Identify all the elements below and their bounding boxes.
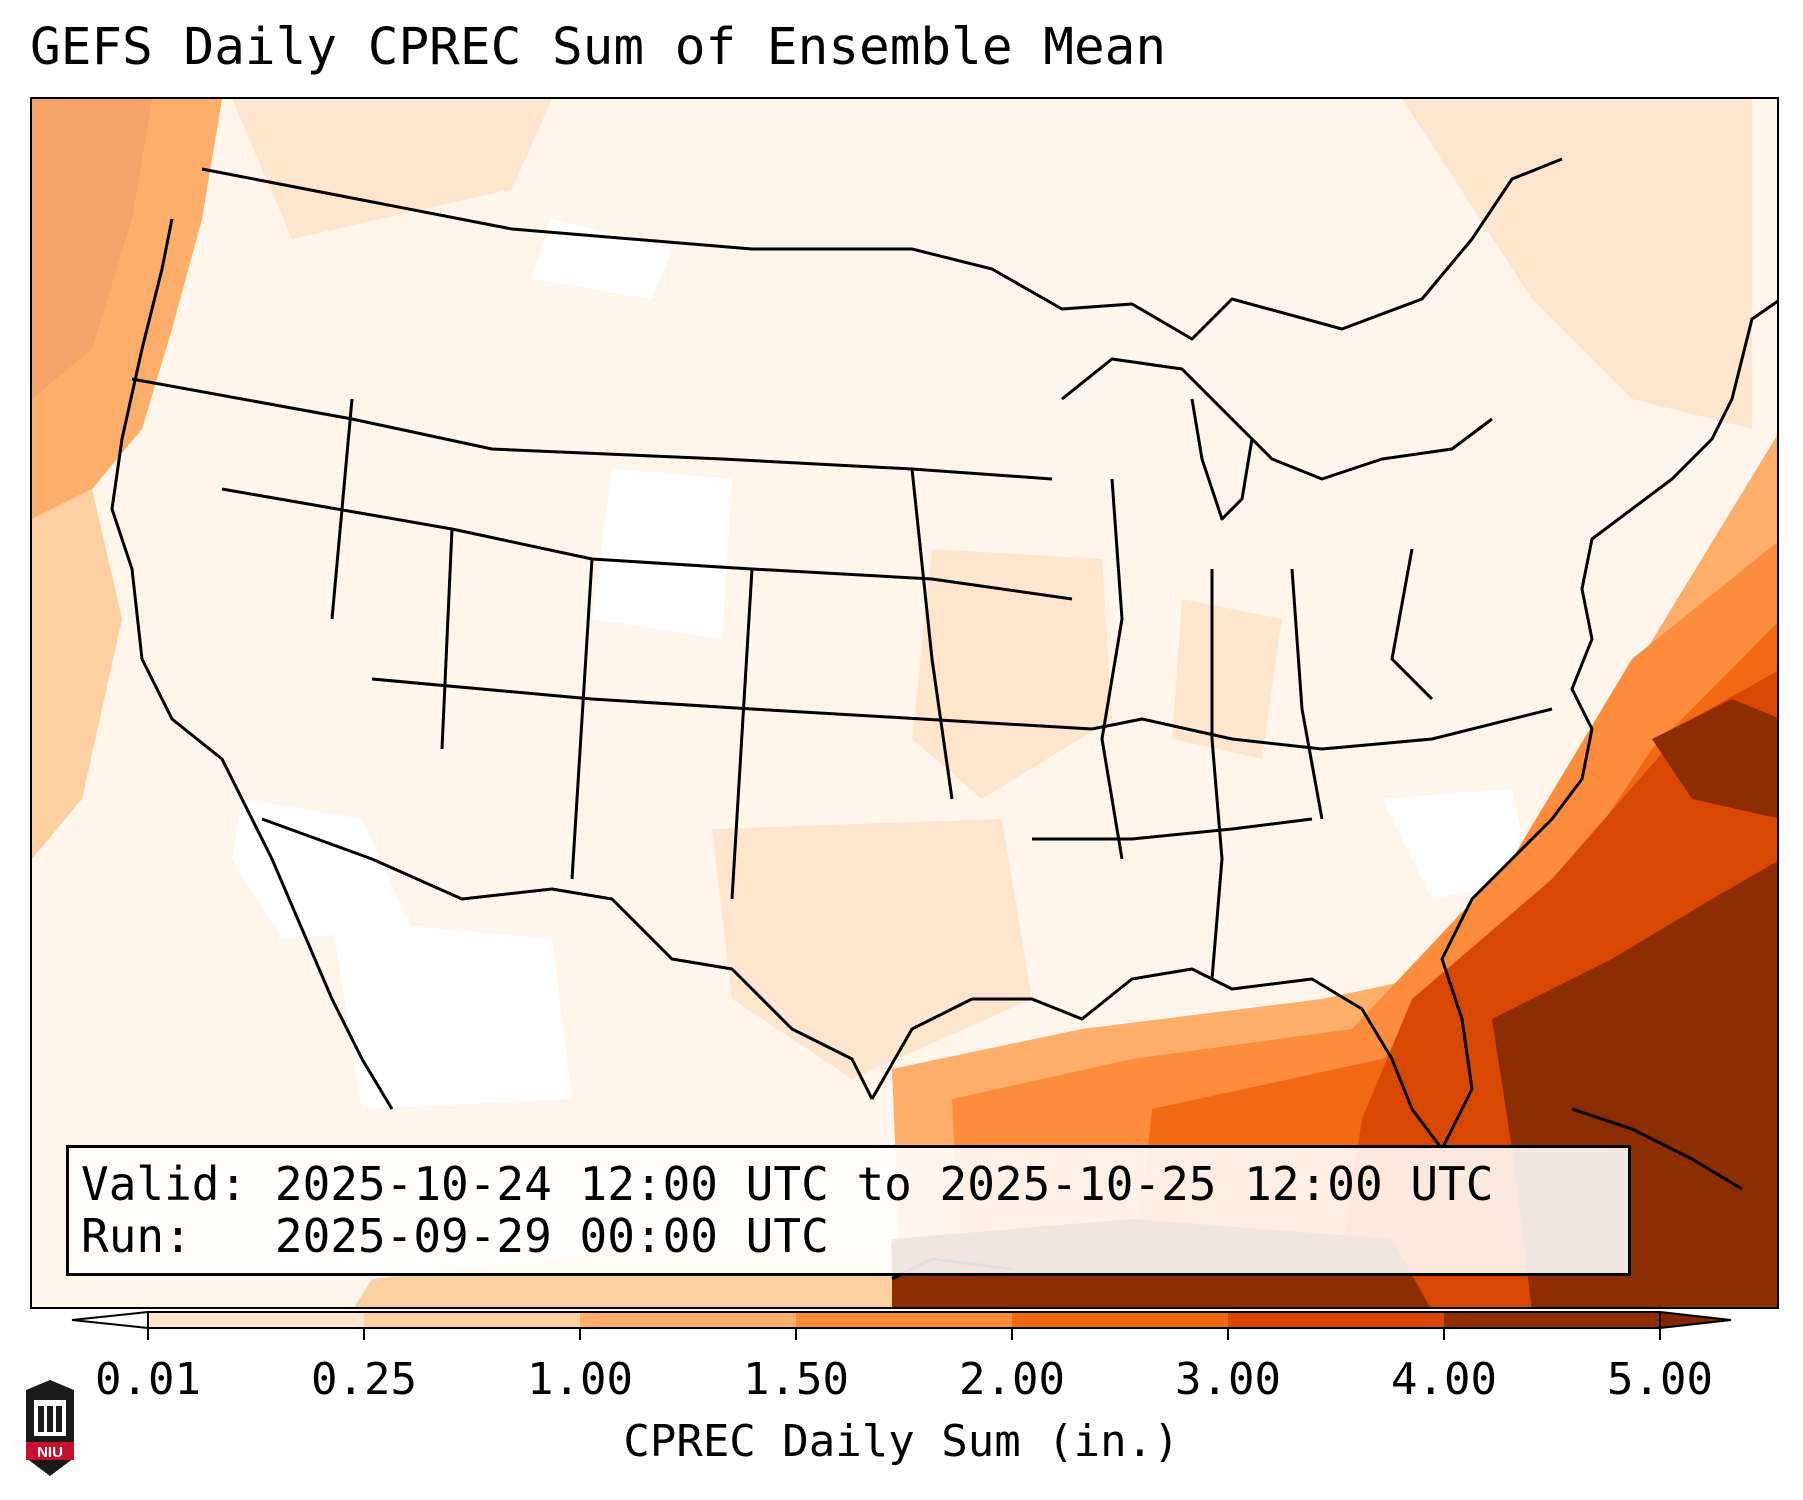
- colorbar-tick-label: 1.50: [743, 1354, 849, 1405]
- run-value: 2025-09-29 00:00 UTC: [274, 1209, 829, 1263]
- valid-label: Valid:: [81, 1157, 248, 1211]
- colorbar-segment: [1444, 1312, 1661, 1328]
- cuba-coastline: [1571, 1107, 1743, 1191]
- colorbar-segment: [364, 1312, 581, 1328]
- map-title: GEFS Daily CPREC Sum of Ensemble Mean: [30, 18, 1167, 77]
- colorbar-tick-label: 5.00: [1607, 1354, 1713, 1405]
- colorbar-under-arrow: [71, 1310, 149, 1330]
- state-line-4: [330, 398, 354, 620]
- colorbar-segment: [580, 1312, 797, 1328]
- colorbar-tick-label: 0.01: [95, 1354, 201, 1405]
- colorbar-tick-label: 1.00: [527, 1354, 633, 1405]
- state-line-3: [371, 677, 1093, 731]
- canada-border: [201, 157, 1563, 341]
- valid-row: Valid: 2025-10-24 12:00 UTC to 2025-10-2…: [81, 1158, 1616, 1210]
- state-line-12: [1210, 569, 1224, 980]
- state-line-13: [1290, 568, 1324, 820]
- colorbar-segment: [1012, 1312, 1229, 1328]
- niu-logo: NIU: [26, 1380, 74, 1476]
- east-coastline: [1440, 299, 1777, 1150]
- state-line-7: [730, 568, 754, 900]
- map-canvas: [32, 99, 1777, 1307]
- precip-band-light: [232, 99, 1752, 1079]
- colorbar-segment: [148, 1312, 365, 1328]
- lake-michigan: [1190, 398, 1254, 521]
- run-row: Run: 2025-09-29 00:00 UTC: [81, 1210, 1616, 1262]
- state-line-9: [1091, 707, 1553, 751]
- colorbar-tick-label: 0.25: [311, 1354, 417, 1405]
- state-line-6: [570, 558, 594, 880]
- colorbar-over-arrow: [1659, 1310, 1732, 1330]
- colorbar-label: CPREC Daily Sum (in.): [623, 1416, 1180, 1467]
- run-info-box: Valid: 2025-10-24 12:00 UTC to 2025-10-2…: [66, 1145, 1631, 1276]
- valid-value: 2025-10-24 12:00 UTC to 2025-10-25 12:00…: [274, 1157, 1494, 1211]
- colorbar-segment: [1228, 1312, 1445, 1328]
- gulf-coastline: [870, 967, 1444, 1150]
- state-line-5: [440, 528, 454, 750]
- state-line-8: [910, 468, 954, 800]
- colorbar-segments: [148, 1312, 1661, 1328]
- mexico-border: [261, 817, 874, 1100]
- boundaries: [110, 157, 1777, 1281]
- precipitation-map: [30, 97, 1779, 1309]
- state-line-14: [1390, 548, 1434, 701]
- colorbar-tick-label: 3.00: [1175, 1354, 1281, 1405]
- svg-text:NIU: NIU: [37, 1444, 63, 1461]
- colorbar-tick-label: 2.00: [959, 1354, 1065, 1405]
- state-line-11: [1100, 478, 1124, 860]
- colorbar-outline: [147, 1311, 1661, 1329]
- state-line-1: [131, 377, 1053, 481]
- state-line-10: [1032, 817, 1313, 841]
- colorbar: [71, 1310, 1732, 1340]
- run-label: Run:: [81, 1209, 192, 1263]
- colorbar-tick-label: 4.00: [1391, 1354, 1497, 1405]
- colorbar-segment: [796, 1312, 1013, 1328]
- precip-band-pacific: [32, 99, 222, 859]
- great-lakes-shore: [1061, 357, 1493, 481]
- dry-areas: [232, 219, 1532, 1109]
- state-line-2: [221, 487, 1073, 601]
- colorbar-ticks: [147, 1328, 1661, 1340]
